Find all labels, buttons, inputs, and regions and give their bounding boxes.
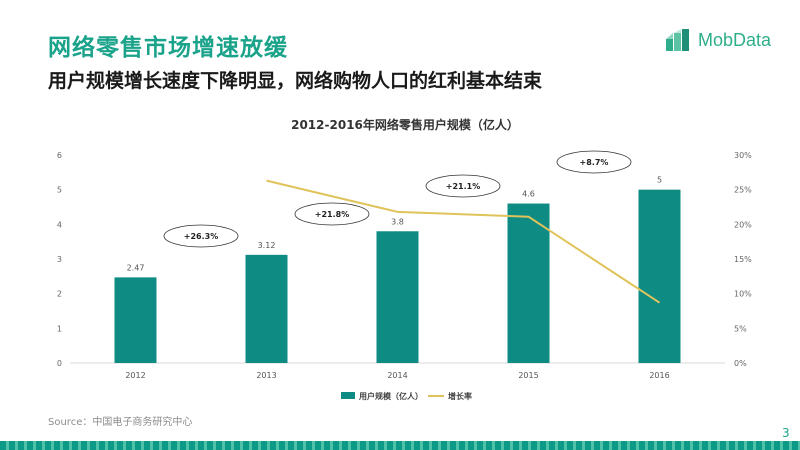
annotation-bubble bbox=[556, 150, 632, 174]
right-tick-label: 10% bbox=[734, 290, 752, 299]
right-tick-label: 5% bbox=[734, 324, 747, 333]
bar-value-label: 3.8 bbox=[391, 217, 404, 226]
right-tick-label: 20% bbox=[734, 220, 752, 229]
annotation-label: +21.8% bbox=[315, 210, 349, 219]
bar-value-label: 2.47 bbox=[127, 263, 145, 272]
right-tick-label: 15% bbox=[734, 255, 752, 264]
bar-value-label: 5 bbox=[657, 176, 662, 185]
footer-band bbox=[0, 441, 800, 450]
growth-line bbox=[266, 179, 661, 304]
left-tick-label: 4 bbox=[57, 220, 62, 229]
annotation-bubble bbox=[163, 224, 239, 248]
left-tick-label: 0 bbox=[57, 359, 62, 368]
bar-value-label: 4.6 bbox=[522, 190, 535, 199]
annotation-label: +21.1% bbox=[446, 182, 480, 191]
legend: 用户规模（亿人） 增长率 bbox=[341, 391, 472, 401]
bar-2016 bbox=[638, 189, 681, 363]
bar-value-label: 3.12 bbox=[258, 241, 276, 250]
x-tick-label: 2016 bbox=[649, 371, 669, 380]
x-tick-label: 2012 bbox=[125, 371, 145, 380]
annotation-bubble bbox=[425, 174, 501, 198]
chart-title: 2012-2016年网络零售用户规模（亿人） bbox=[291, 117, 519, 132]
x-tick-label: 2014 bbox=[387, 371, 407, 380]
bar-2015 bbox=[507, 203, 550, 363]
slide-subtitle: 用户规模增长速度下降明显，网络购物人口的红利基本结束 bbox=[48, 70, 543, 92]
logo-text: MobData bbox=[698, 29, 772, 50]
x-tick-label: 2013 bbox=[256, 371, 276, 380]
mobdata-logo-icon bbox=[666, 29, 689, 51]
right-tick-label: 30% bbox=[734, 151, 752, 160]
slide-title: 网络零售市场增速放缓 bbox=[48, 35, 288, 61]
annotation-label: +8.7% bbox=[580, 158, 609, 167]
growth-line-series bbox=[266, 179, 661, 304]
x-axis: 2012 2013 2014 2015 2016 bbox=[125, 371, 669, 380]
annotation-label: +26.3% bbox=[184, 232, 218, 241]
left-tick-label: 5 bbox=[57, 186, 62, 195]
left-tick-label: 1 bbox=[57, 324, 62, 333]
right-axis: 0% 5% 10% 15% 20% 25% 30% bbox=[734, 151, 752, 368]
x-tick-label: 2015 bbox=[518, 371, 538, 380]
bar-series: 2.47 3.12 3.8 4.6 5 bbox=[114, 176, 681, 363]
bar-2013 bbox=[245, 254, 288, 363]
legend-label-bar: 用户规模（亿人） bbox=[358, 391, 423, 401]
growth-annotations: +26.3% +21.8% +21.1% +8.7% bbox=[163, 150, 632, 248]
source-note: Source：中国电子商务研究中心 bbox=[48, 417, 193, 428]
bar-2014 bbox=[376, 231, 419, 363]
left-tick-label: 6 bbox=[57, 151, 62, 160]
bar-2012 bbox=[114, 277, 157, 363]
legend-label-line: 增长率 bbox=[448, 391, 472, 401]
right-tick-label: 25% bbox=[734, 186, 752, 195]
right-tick-label: 0% bbox=[734, 359, 747, 368]
left-tick-label: 3 bbox=[57, 255, 62, 264]
legend-swatch-bar bbox=[341, 392, 355, 399]
annotation-bubble bbox=[294, 202, 370, 226]
left-tick-label: 2 bbox=[57, 290, 62, 299]
mobdata-logo: MobData bbox=[666, 28, 771, 52]
left-axis: 0 1 2 3 4 5 6 bbox=[57, 151, 62, 368]
page-number: 3 bbox=[782, 426, 790, 440]
